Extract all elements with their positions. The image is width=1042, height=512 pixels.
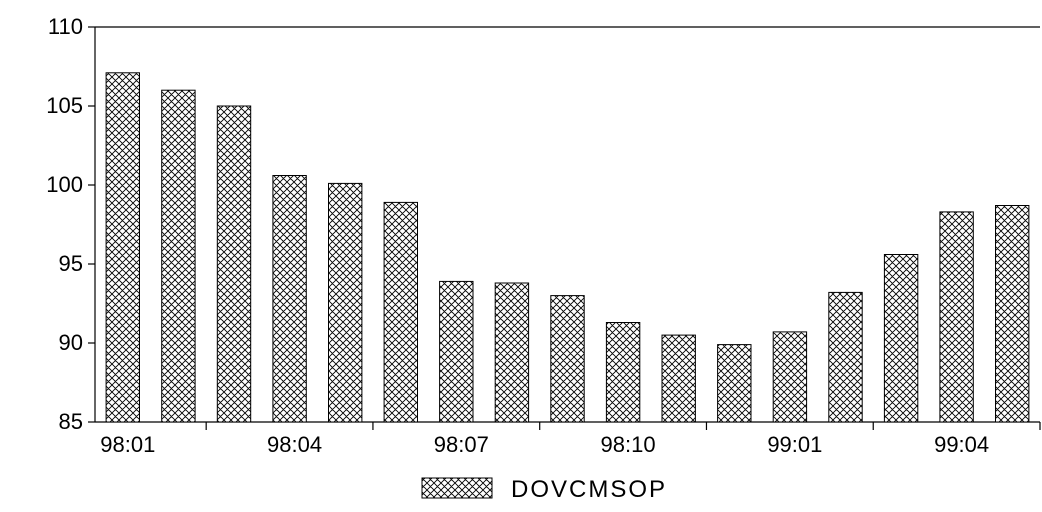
legend: DOVCMSOP [421,476,667,503]
bar-98-04 [272,175,307,423]
bar-99-02 [828,291,863,423]
bar-99-03 [883,254,919,423]
bar-98-11 [661,334,696,423]
x-tick-label-98-10: 98:10 [601,432,656,457]
y-tick-label-105: 105 [46,93,83,118]
x-tick-label-98-01: 98:01 [100,432,155,457]
y-tick-label-100: 100 [46,172,83,197]
bar-98-07 [439,280,474,423]
y-tick-label-85: 85 [59,409,83,434]
x-tick-label-98-04: 98:04 [267,432,322,457]
bar-99-04 [939,211,974,423]
bar-98-10 [605,322,641,423]
y-tick-label-90: 90 [59,330,83,355]
bar-98-01 [105,72,140,423]
y-axis: 85 90 95 100 105 110 [46,14,95,434]
bar-99-01 [772,331,808,423]
x-tick-label-99-01: 99:01 [767,432,822,457]
y-tick-label-110: 110 [48,14,83,39]
x-axis: 98:01 98:04 98:07 98:10 99:01 99:04 [100,422,1041,457]
bar-98-03 [216,105,252,423]
bar-98-12 [717,344,752,423]
bar-98-02 [161,89,196,423]
bar-98-05 [328,182,363,423]
bar-99-05 [995,205,1030,423]
y-tick-label-95: 95 [59,251,83,276]
bars-group [105,72,1030,423]
legend-label: DOVCMSOP [511,476,667,503]
x-tick-label-98-07: 98:07 [434,432,489,457]
bar-98-06 [383,201,419,423]
x-tick-label-99-04: 99:04 [934,432,989,457]
bar-98-09 [550,295,585,423]
legend-swatch [421,477,493,499]
bar-98-08 [494,282,530,423]
